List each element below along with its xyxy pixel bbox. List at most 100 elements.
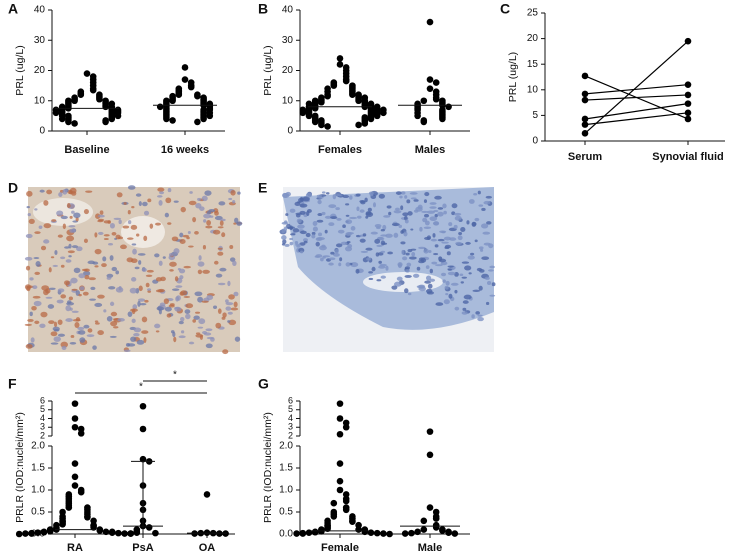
cell: [34, 271, 41, 275]
cell: [86, 334, 95, 338]
y-tick-label: 1.0: [279, 485, 293, 496]
x-tick-label: Synovial fluid: [652, 151, 724, 163]
data-point: [367, 115, 375, 123]
cell: [87, 260, 96, 265]
cell: [127, 210, 131, 215]
cell: [385, 265, 389, 271]
data-point: [684, 81, 692, 88]
cell: [159, 302, 166, 307]
cell: [391, 222, 400, 227]
cell: [404, 219, 409, 224]
y-tick-label: 4: [40, 413, 45, 423]
cell: [97, 330, 104, 336]
cell: [115, 270, 120, 275]
cell: [145, 282, 150, 288]
cell: [183, 265, 191, 269]
data-point: [121, 530, 128, 537]
data-point: [139, 455, 147, 463]
cell: [166, 313, 172, 318]
cell: [33, 300, 42, 307]
cell: [192, 319, 197, 323]
data-point: [133, 529, 141, 536]
cell: [481, 256, 490, 260]
y-tick-label: 5: [40, 404, 45, 414]
cell: [300, 250, 304, 254]
cell: [415, 206, 423, 212]
cell: [26, 190, 33, 197]
cell: [204, 190, 212, 196]
cell: [395, 191, 402, 195]
data-point: [324, 123, 331, 130]
y-tick-label: 5: [288, 404, 293, 414]
cell: [219, 267, 227, 272]
cell: [427, 283, 433, 289]
cell: [135, 193, 142, 197]
cell: [478, 204, 484, 207]
cell: [215, 322, 222, 329]
cell: [127, 185, 136, 190]
cell: [217, 251, 224, 256]
cell: [365, 211, 372, 216]
data-point: [386, 530, 393, 538]
y-tick-label: 3: [288, 422, 293, 432]
cell: [32, 295, 41, 299]
data-point: [299, 109, 307, 117]
cell: [466, 220, 470, 225]
cell: [108, 286, 116, 290]
cell: [372, 202, 377, 208]
cell: [321, 244, 326, 248]
cell: [103, 238, 109, 241]
cell: [146, 269, 154, 273]
cell: [459, 273, 464, 277]
cell: [143, 210, 150, 216]
cell: [371, 266, 376, 272]
cell: [447, 268, 452, 271]
cell: [434, 195, 442, 200]
cell: [442, 279, 446, 283]
y-tick-label: 5: [532, 110, 538, 121]
cell: [99, 210, 104, 215]
cell: [441, 241, 449, 244]
cell: [460, 281, 464, 284]
cell: [410, 197, 417, 200]
data-point: [420, 118, 428, 126]
cell: [178, 268, 186, 274]
data-point: [367, 529, 375, 536]
cell: [297, 224, 305, 229]
cell: [167, 187, 172, 193]
cell: [448, 293, 453, 299]
cell: [180, 330, 185, 334]
cell: [131, 205, 135, 209]
cell: [205, 343, 213, 349]
cell: [282, 193, 290, 198]
cell: [225, 302, 234, 306]
cell: [408, 256, 417, 260]
cell: [333, 253, 340, 257]
cell: [180, 316, 185, 322]
cell: [66, 203, 71, 209]
cell: [158, 200, 163, 206]
data-point: [71, 423, 79, 431]
cell: [84, 268, 90, 272]
cell: [378, 193, 386, 199]
cell: [132, 304, 138, 310]
data-point: [163, 115, 170, 123]
cell: [60, 215, 68, 220]
cell: [180, 290, 188, 296]
cell: [349, 216, 358, 220]
cell: [406, 262, 412, 267]
data-point: [336, 400, 344, 407]
cell: [488, 269, 494, 272]
y-tick-label: 6: [288, 395, 293, 405]
cell: [60, 294, 67, 299]
cell: [111, 266, 118, 272]
x-tick-label: Males: [415, 144, 446, 156]
y-axis-title: PRL (ug/L): [507, 52, 519, 102]
cell: [328, 222, 335, 227]
data-point: [206, 112, 214, 120]
cell: [236, 221, 243, 226]
cell: [424, 192, 430, 197]
series-line: [584, 112, 689, 126]
cell: [381, 242, 388, 245]
cell: [315, 241, 320, 247]
